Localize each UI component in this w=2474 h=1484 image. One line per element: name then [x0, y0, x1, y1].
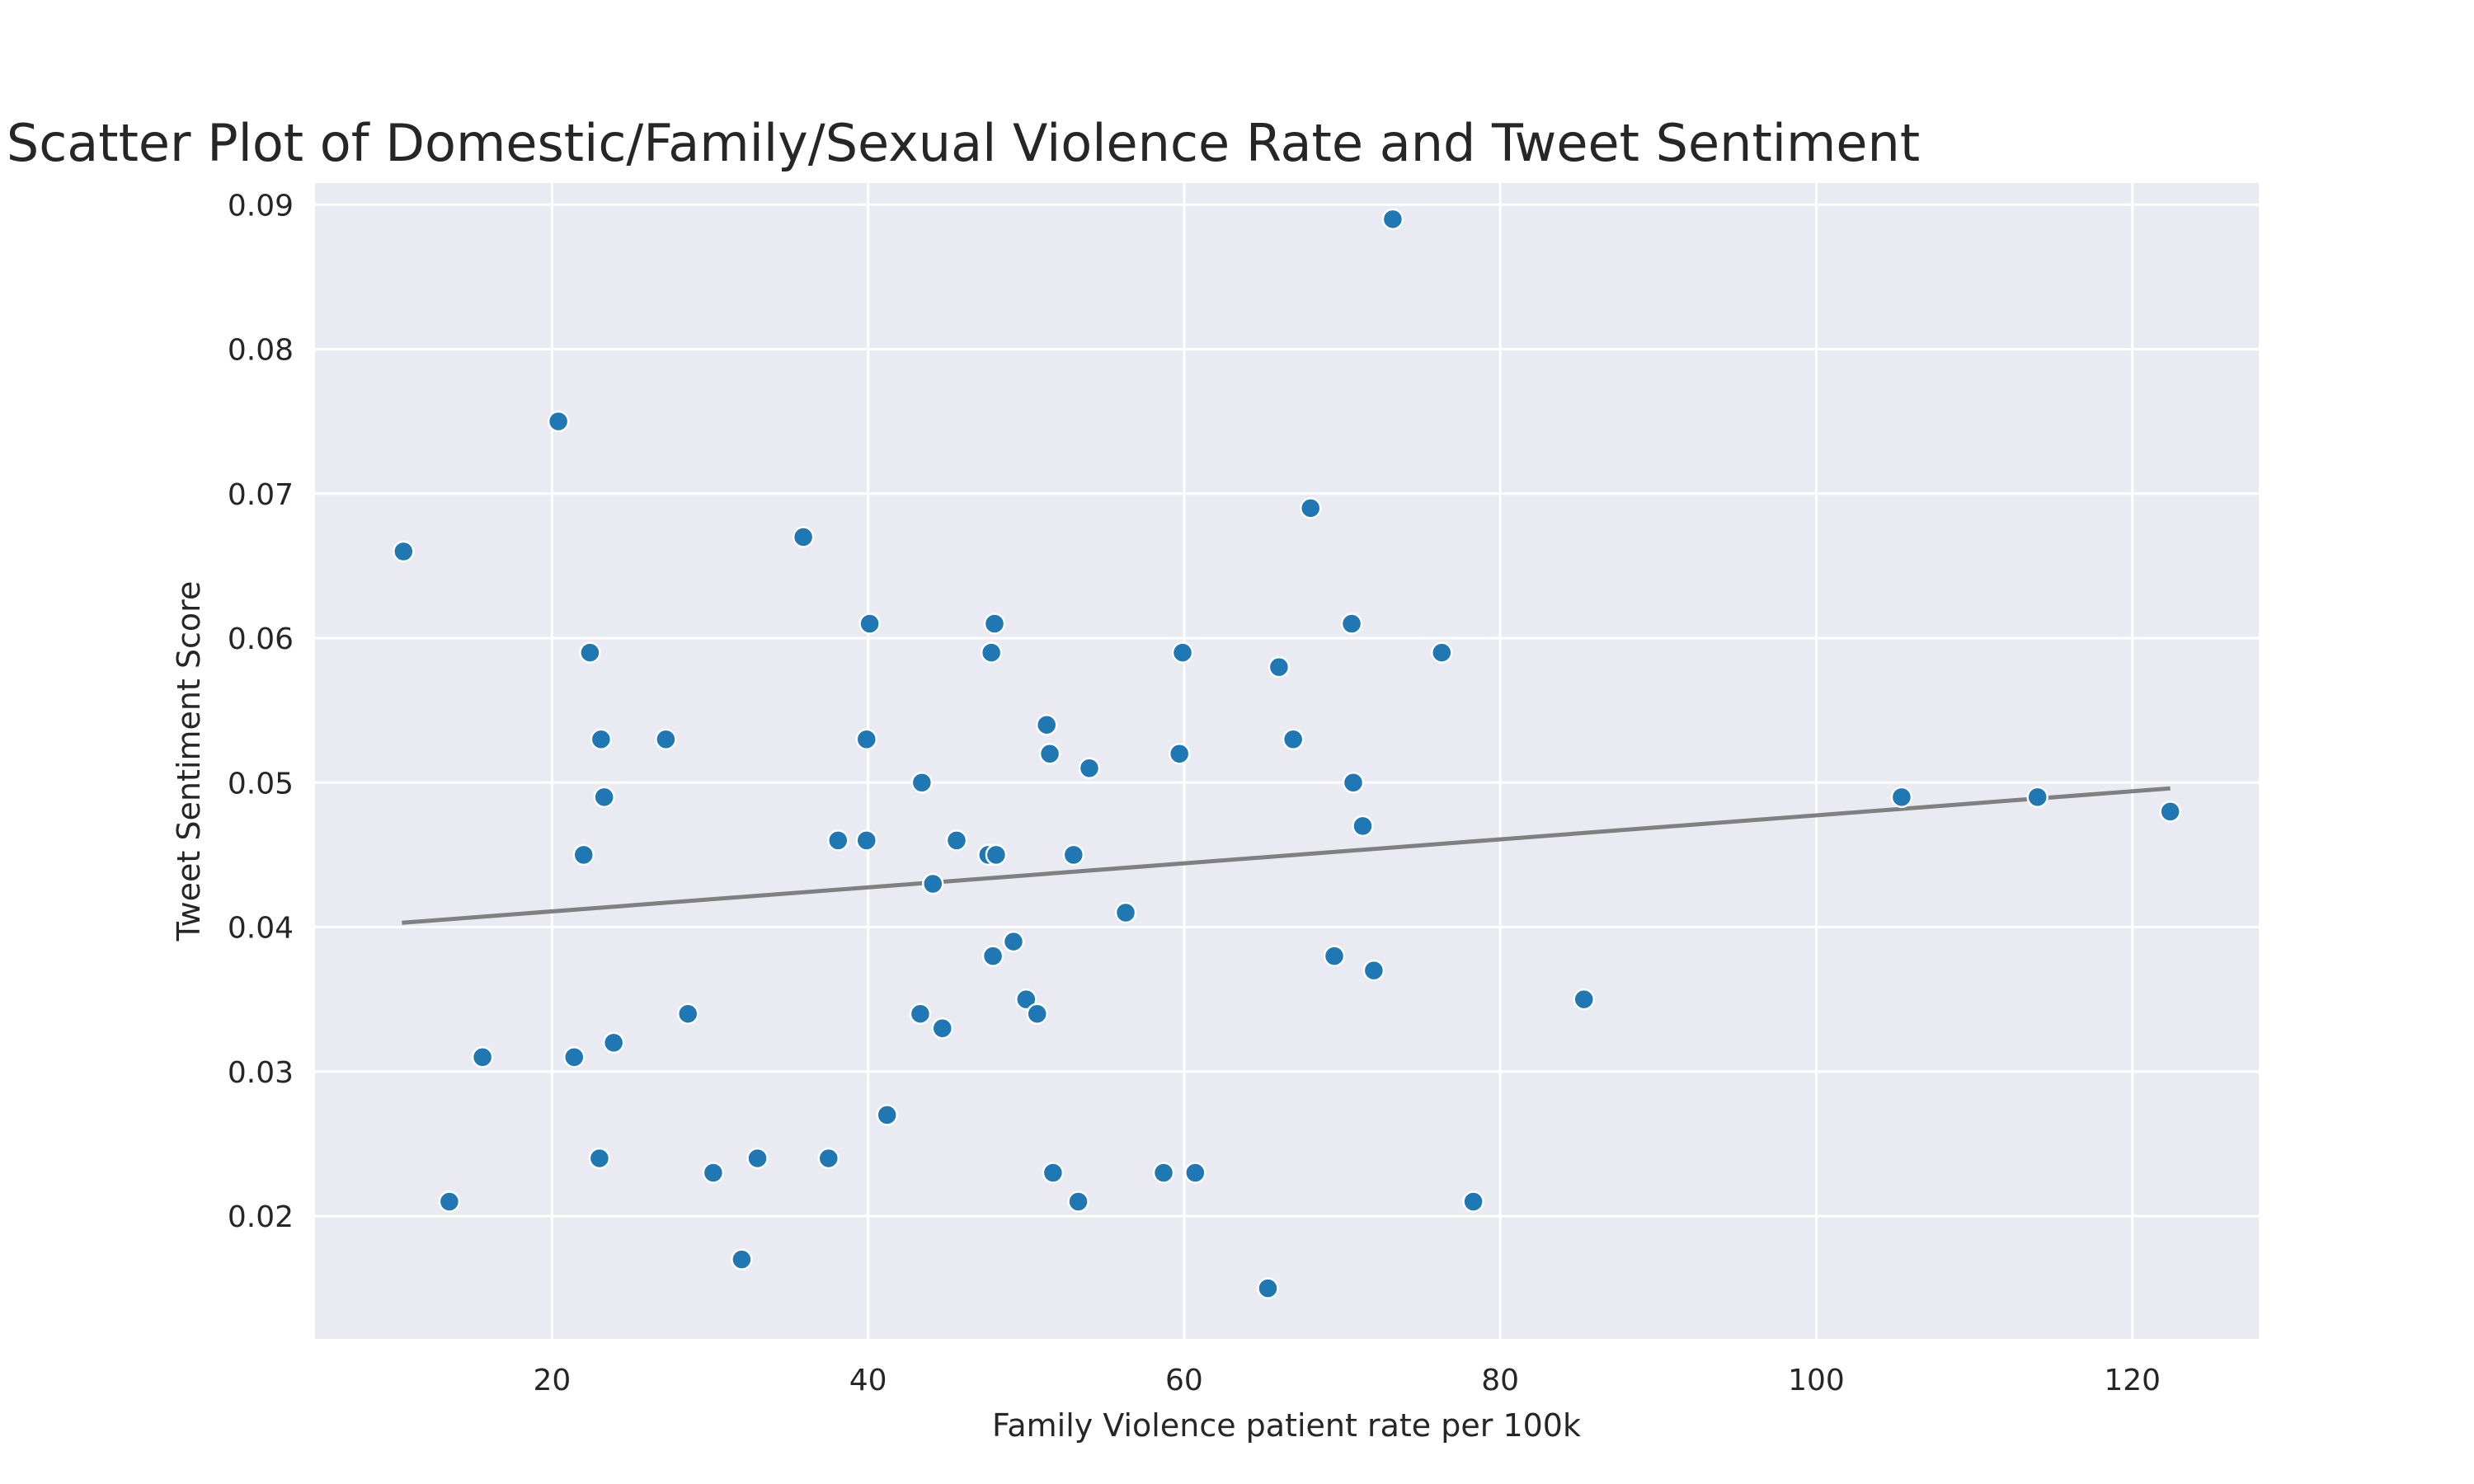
data-point [827, 829, 849, 852]
y-tick-label: 0.02 [228, 1200, 294, 1234]
data-point [602, 1031, 625, 1054]
data-point [1078, 757, 1101, 780]
y-tick-label: 0.05 [228, 767, 294, 801]
data-point [1152, 1162, 1175, 1184]
data-point [1015, 988, 1037, 1011]
data-point [746, 1147, 769, 1170]
data-point [593, 786, 615, 809]
data-point [1168, 742, 1191, 765]
x-tick-labels: 20 40 60 80 100 120 [534, 1364, 2161, 1397]
plot-area [315, 183, 2259, 1339]
data-point [1171, 641, 1194, 664]
y-tick-label: 0.03 [228, 1056, 294, 1090]
x-tick-label: 60 [1165, 1364, 1203, 1397]
data-point [985, 843, 1008, 866]
data-point [922, 872, 944, 895]
data-point [1184, 1162, 1206, 1184]
data-point [471, 1046, 494, 1068]
data-point [876, 1104, 898, 1126]
x-tick-label: 80 [1481, 1364, 1519, 1397]
data-point [1002, 930, 1025, 953]
data-point [1573, 988, 1596, 1011]
y-tick-label: 0.04 [228, 912, 294, 946]
data-point [909, 1003, 932, 1025]
data-point [590, 728, 613, 750]
data-point [855, 728, 878, 750]
data-point [702, 1162, 725, 1184]
data-point [1431, 641, 1453, 664]
data-point [1042, 1162, 1065, 1184]
y-axis-label: Tweet Sentiment Score [171, 581, 207, 942]
x-tick-label: 100 [1788, 1364, 1845, 1397]
data-point [438, 1190, 461, 1213]
data-point [792, 526, 815, 548]
data-point [1362, 959, 1385, 982]
data-point [1282, 728, 1305, 750]
trend-line [402, 786, 2171, 925]
y-tick-labels: 0.02 0.03 0.04 0.05 0.06 0.07 0.08 0.09 [228, 189, 294, 1234]
data-point [1062, 843, 1085, 866]
x-tick-label: 40 [849, 1364, 887, 1397]
data-point [910, 772, 934, 794]
data-point [1342, 772, 1365, 794]
data-point [945, 829, 968, 852]
trend-line-layer [402, 786, 2171, 925]
data-point [1268, 655, 1291, 679]
y-tick-label: 0.09 [228, 189, 294, 223]
data-point [817, 1147, 840, 1170]
data-point [2026, 786, 2048, 809]
x-tick-label: 120 [2104, 1364, 2161, 1397]
x-tick-label: 20 [534, 1364, 571, 1397]
y-tick-label: 0.08 [228, 334, 294, 368]
data-point [731, 1248, 753, 1270]
data-point [1067, 1190, 1089, 1213]
data-point [1035, 713, 1058, 736]
data-point [393, 540, 415, 563]
chart-title: Scatter Plot of Domestic/Family/Sexual V… [7, 113, 1920, 173]
data-point [572, 843, 595, 866]
data-point [1890, 786, 1913, 809]
data-point [1114, 901, 1137, 924]
x-axis-label: Family Violence patient rate per 100k [992, 1407, 1581, 1444]
data-point [1026, 1003, 1048, 1025]
data-point [931, 1017, 954, 1040]
data-point [588, 1147, 611, 1170]
data-point [1340, 613, 1363, 635]
data-point [1381, 208, 1404, 231]
data-point [1323, 945, 1346, 967]
data-point [676, 1003, 699, 1025]
data-point [1462, 1190, 1484, 1213]
data-point [1352, 815, 1374, 838]
y-tick-label: 0.07 [228, 478, 294, 512]
data-point [579, 641, 601, 664]
data-point [655, 728, 677, 750]
data-point [2159, 801, 2181, 823]
data-point [983, 613, 1006, 635]
data-point [981, 945, 1004, 967]
data-point [547, 410, 570, 433]
data-point [855, 829, 878, 852]
data-point [858, 613, 881, 635]
data-point [1038, 742, 1061, 765]
data-point [1257, 1277, 1279, 1299]
data-point [563, 1046, 586, 1068]
data-point [980, 641, 1003, 664]
y-tick-label: 0.06 [228, 622, 294, 656]
data-point [1299, 497, 1322, 519]
data-points [393, 208, 2181, 1299]
